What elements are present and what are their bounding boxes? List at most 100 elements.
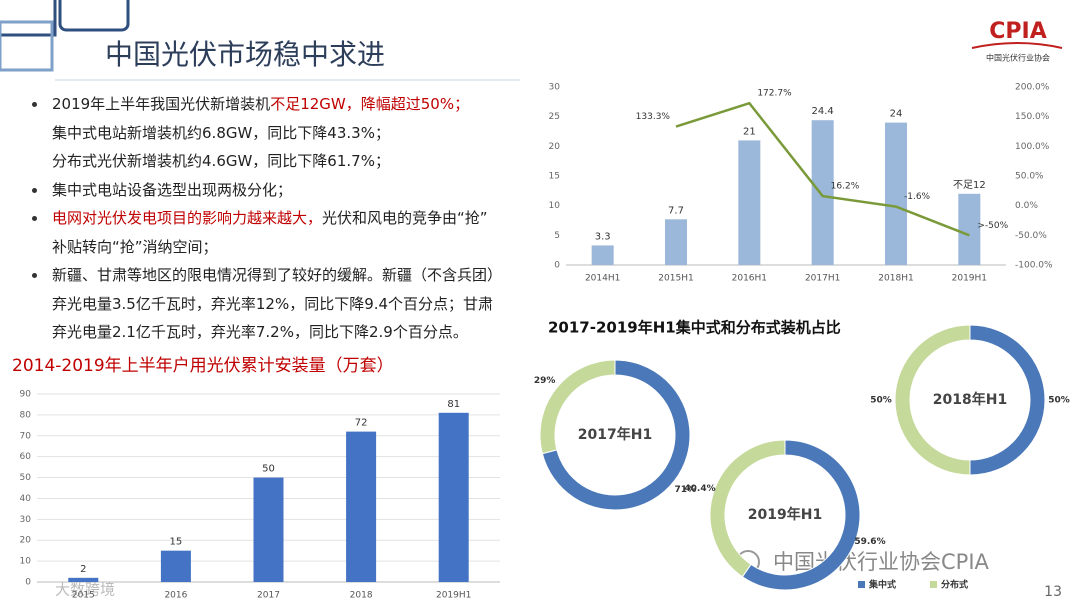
y2-tick-label: 150.0% [1015, 112, 1050, 122]
y-tick-label: 10 [549, 201, 561, 211]
value-label: 50% [1048, 396, 1070, 406]
text-segment: 集中式电站设备选型出现两极分化； [52, 180, 293, 199]
bullet [32, 187, 37, 193]
value-label: 71% [675, 485, 697, 495]
x-tick-label: 2017 [257, 591, 280, 601]
value-label: 133.3% [636, 112, 671, 122]
y-tick-label: 20 [549, 142, 561, 152]
text-segment: 集中式电站新增装机约6.8GW，同比下降43.3%； [52, 123, 390, 142]
y2-tick-label: -100.0% [1015, 261, 1053, 271]
x-tick-label: 2016 [164, 591, 187, 601]
legend-label: 分布式 [941, 579, 968, 591]
bar [438, 412, 469, 582]
donut-slice [541, 359, 691, 511]
x-tick-label: 2015H1 [658, 274, 693, 284]
page-number: 13 [1044, 584, 1062, 600]
bullet-line: 新疆、甘肃等地区的限电情况得到了较好的缓解。新疆（不含兵团） [30, 261, 540, 290]
value-label: 50 [262, 464, 275, 475]
y-tick-label: 25 [549, 112, 560, 122]
bullet-line: 2019年上半年我国光伏新增装机不足12GW，降幅超过50%； [30, 90, 540, 119]
source-mark: 大数跨境 [55, 581, 115, 599]
y-tick-label: 40 [20, 494, 32, 504]
y-tick-label: 60 [20, 452, 32, 462]
bar [738, 140, 761, 265]
y2-tick-label: 200.0% [1015, 83, 1050, 93]
bar [958, 193, 981, 265]
y-tick-label: 20 [20, 536, 32, 546]
text-segment: 不足12GW，降幅超过50%； [270, 95, 470, 113]
deco [58, 0, 130, 32]
value-label: 40.4% [684, 484, 715, 494]
bar [346, 431, 377, 582]
text-segment: 2019年上半年我国光伏新增装机 [52, 95, 271, 113]
deco [0, 0, 57, 37]
logo-arc [971, 42, 1063, 49]
text-segment: 补贴转向“抢”消纳空间； [52, 237, 218, 256]
donut-slice [539, 359, 616, 455]
y-tick-label: 5 [554, 231, 560, 241]
text-segment: 电网对光伏发电项目的影响力越来越大， [52, 209, 323, 227]
value-label: 2 [80, 564, 86, 575]
bullet-line: 弃光电量3.5亿千瓦时，弃光率12%，同比下降9.4个百分点；甘肃 [30, 290, 540, 319]
value-label: >-50% [977, 221, 1008, 231]
y2-tick-label: 50.0% [1015, 172, 1044, 182]
value-label: 81 [447, 399, 460, 410]
logo-subtitle: 中国光伏行业协会 [986, 53, 1050, 63]
chart-title: 2014-2019年上半年户用光伏累计安装量（万套） [12, 356, 394, 376]
value-label: 24 [890, 109, 903, 120]
donut-title: 2019年H1 [748, 506, 822, 523]
x-tick-label: 2016H1 [732, 274, 767, 284]
line [675, 101, 970, 237]
bullet-line: 集中式电站新增装机约6.8GW，同比下降43.3%； [30, 119, 540, 148]
y-tick-label: 30 [549, 83, 561, 93]
bullet-line: 分布式光伏新增装机约4.6GW，同比下降61.7%； [30, 147, 540, 176]
legend-swatch [858, 581, 865, 588]
donut-slice [709, 439, 786, 578]
deco [0, 20, 54, 72]
value-label: 7.7 [668, 205, 684, 216]
x-tick-label: 2014H1 [585, 274, 620, 284]
bullet [32, 102, 37, 107]
bar [665, 219, 687, 265]
value-label: 172.7% [757, 89, 792, 99]
y-tick-label: 80 [20, 410, 32, 420]
y-tick-label: 30 [20, 515, 32, 525]
x-tick-label: 2019H1 [952, 274, 987, 284]
y-tick-label: 50 [20, 473, 32, 483]
donut-title: 2017年H1 [578, 426, 652, 443]
value-label: 50% [870, 396, 892, 406]
x-tick-label: 2018H1 [878, 274, 913, 284]
bar [885, 122, 907, 265]
donut-slice [894, 324, 971, 476]
legend-label: 集中式 [868, 579, 896, 591]
value-label: 3.3 [595, 231, 611, 242]
bar [253, 477, 284, 582]
bullet-line: 集中式电站设备选型出现两极分化； [30, 176, 540, 205]
value-label: 72 [355, 418, 368, 429]
y-tick-label: 90 [20, 390, 32, 400]
bar [68, 577, 99, 582]
value-label: 59.6% [854, 537, 885, 547]
y-tick-label: 0 [554, 261, 560, 271]
bullet-line: 补贴转向“抢”消纳空间； [30, 233, 540, 262]
y2-tick-label: 100.0% [1015, 142, 1050, 152]
bullet-list: 2019年上半年我国光伏新增装机不足12GW，降幅超过50%； 集中式电站新增装机… [30, 90, 540, 347]
value-label: 16.2% [831, 182, 860, 192]
slide-title: 中国光伏市场稳中求进 [105, 38, 385, 71]
watermark: 中国光伏行业协会CPIA [773, 550, 990, 574]
value-label: 24.4 [812, 106, 834, 117]
x-tick-label: 2019H1 [436, 591, 471, 601]
donut-title: 2018年H1 [933, 391, 1007, 408]
x-tick-label: 2015 [72, 591, 95, 601]
value-label: 21 [743, 126, 756, 137]
text-segment: 新疆、甘肃等地区的限电情况得到了较好的缓解。新疆（不含兵团） [52, 266, 503, 284]
donut-panel-title: 2017-2019年H1集中式和分布式装机占比 [548, 319, 841, 337]
y2-tick-label: -50.0% [1015, 231, 1047, 241]
value-label: 29% [534, 376, 556, 386]
bullet-line: 弃光电量2.1亿千瓦时，弃光率7.2%，同比下降2.9个百分点。 [30, 318, 540, 347]
y2-tick-label: 0.0% [1015, 201, 1038, 211]
x-tick-label: 2018 [350, 591, 373, 601]
logo: CPIA [989, 19, 1046, 44]
